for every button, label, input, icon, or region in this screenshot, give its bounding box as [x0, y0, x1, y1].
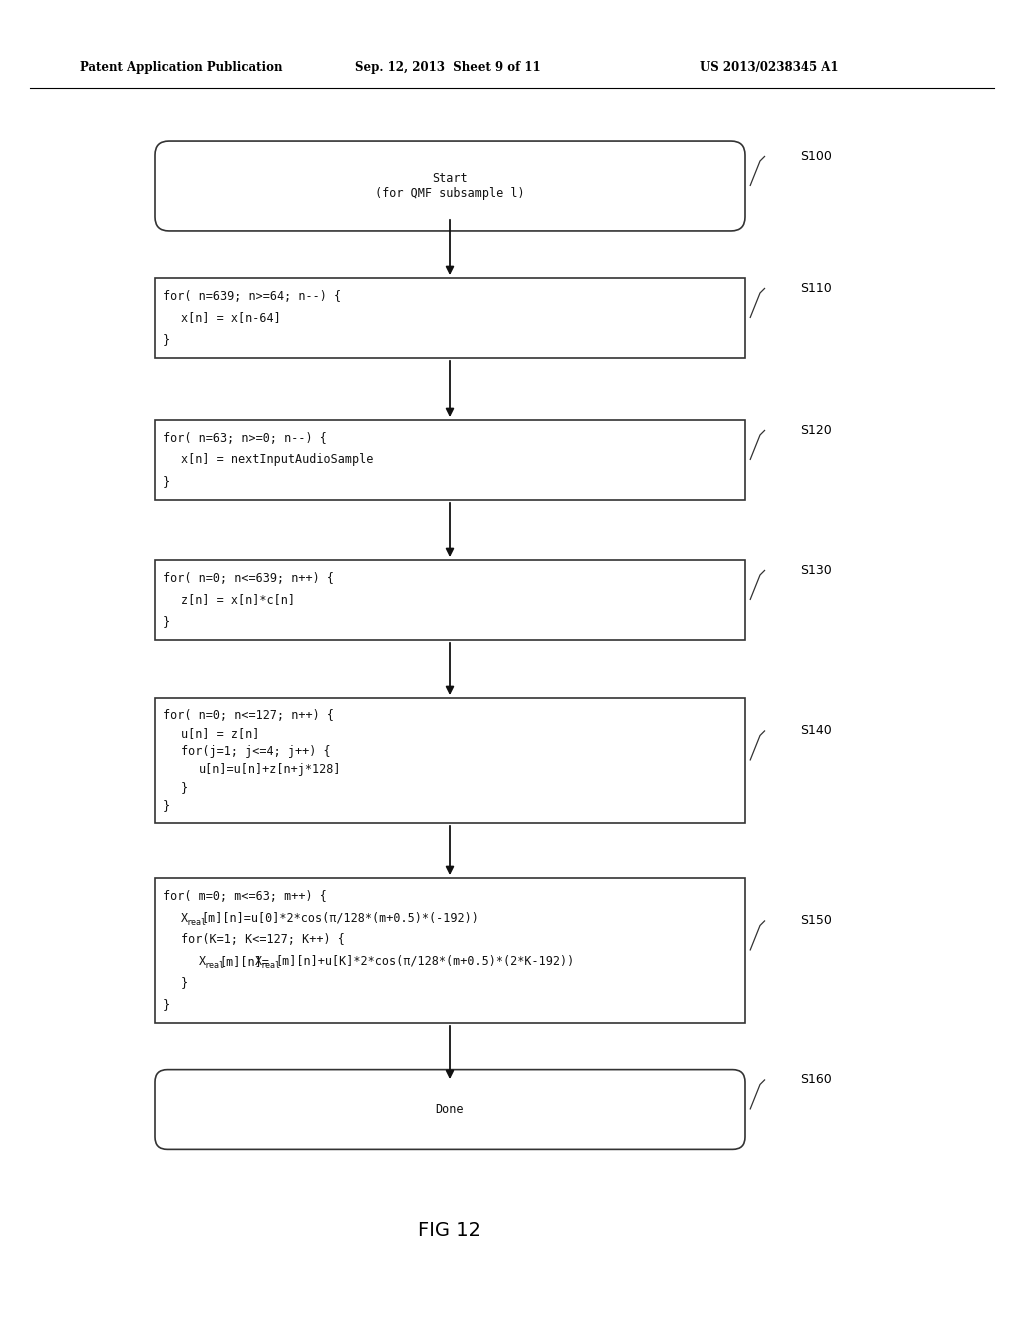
Text: S150: S150	[800, 913, 831, 927]
Text: Start: Start	[432, 173, 468, 186]
Text: X: X	[199, 954, 206, 968]
Text: S130: S130	[800, 564, 831, 577]
Text: for( n=0; n<=127; n++) {: for( n=0; n<=127; n++) {	[163, 709, 334, 722]
Text: real: real	[186, 917, 206, 927]
Text: [m][n]=u[0]*2*cos(π/128*(m+0.5)*(-192)): [m][n]=u[0]*2*cos(π/128*(m+0.5)*(-192))	[202, 912, 479, 925]
Text: for( n=639; n>=64; n--) {: for( n=639; n>=64; n--) {	[163, 290, 341, 304]
Bar	[155, 279, 745, 358]
Text: for(j=1; j<=4; j++) {: for(j=1; j<=4; j++) {	[181, 744, 331, 758]
Text: X: X	[181, 912, 188, 925]
Text: }: }	[163, 800, 170, 812]
FancyBboxPatch shape	[155, 1069, 745, 1150]
Text: }: }	[163, 998, 170, 1011]
Text: Sep. 12, 2013  Sheet 9 of 11: Sep. 12, 2013 Sheet 9 of 11	[355, 62, 541, 74]
Text: for( n=0; n<=639; n++) {: for( n=0; n<=639; n++) {	[163, 572, 334, 585]
Text: x[n] = nextInputAudioSample: x[n] = nextInputAudioSample	[181, 454, 374, 466]
Text: US 2013/0238345 A1: US 2013/0238345 A1	[700, 62, 839, 74]
Text: S100: S100	[800, 149, 831, 162]
Text: }: }	[163, 333, 170, 346]
Text: u[n] = z[n]: u[n] = z[n]	[181, 727, 259, 739]
Text: z[n] = x[n]*c[n]: z[n] = x[n]*c[n]	[181, 594, 295, 606]
Text: u[n]=u[n]+z[n+j*128]: u[n]=u[n]+z[n+j*128]	[199, 763, 341, 776]
Text: }: }	[163, 615, 170, 628]
Text: x[n] = x[n-64]: x[n] = x[n-64]	[181, 312, 281, 325]
Text: }: }	[163, 475, 170, 488]
Text: S120: S120	[800, 424, 831, 437]
Text: for(K=1; K<=127; K++) {: for(K=1; K<=127; K++) {	[181, 933, 345, 946]
Text: Done: Done	[436, 1104, 464, 1115]
Text: Patent Application Publication: Patent Application Publication	[80, 62, 283, 74]
Text: real: real	[204, 961, 224, 970]
Bar	[155, 420, 745, 500]
Text: FIG 12: FIG 12	[419, 1221, 481, 1239]
Text: }: }	[181, 977, 188, 989]
Text: X: X	[255, 954, 262, 968]
FancyBboxPatch shape	[155, 141, 745, 231]
Text: [m][n]=: [m][n]=	[219, 954, 269, 968]
Bar	[155, 878, 745, 1023]
Bar	[155, 698, 745, 822]
Text: S160: S160	[800, 1073, 831, 1086]
Text: S110: S110	[800, 281, 831, 294]
Text: }: }	[181, 781, 188, 795]
Text: S140: S140	[800, 723, 831, 737]
Text: for( m=0; m<=63; m++) {: for( m=0; m<=63; m++) {	[163, 890, 327, 903]
Text: for( n=63; n>=0; n--) {: for( n=63; n>=0; n--) {	[163, 432, 327, 445]
Text: [m][n]+u[K]*2*cos(π/128*(m+0.5)*(2*K-192)): [m][n]+u[K]*2*cos(π/128*(m+0.5)*(2*K-192…	[275, 954, 574, 968]
Text: real: real	[260, 961, 281, 970]
Bar	[155, 560, 745, 640]
Text: (for QMF subsample l): (for QMF subsample l)	[375, 186, 525, 199]
